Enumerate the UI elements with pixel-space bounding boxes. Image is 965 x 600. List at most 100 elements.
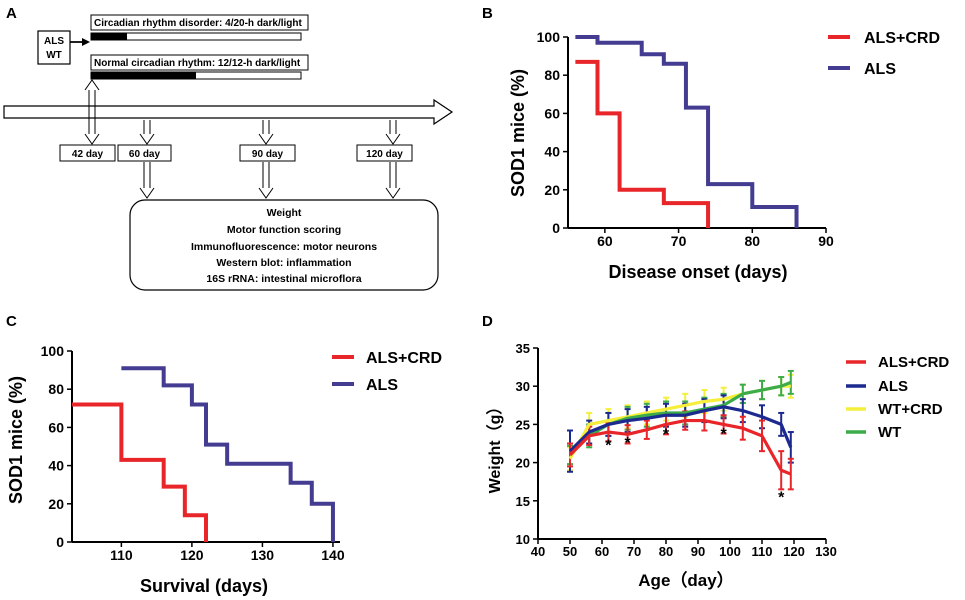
day120-box (356, 144, 413, 162)
chart-d-x-tick-label: 90 (691, 544, 705, 559)
chart-b-y-tick-label: 80 (544, 67, 560, 83)
legend-d-als-crd: ALS+CRD (878, 354, 949, 371)
chart-d-x-tick-label: 120 (783, 544, 805, 559)
outcome-western: Western blot: inflammation (216, 257, 351, 269)
chart-c-x-tick-label: 110 (110, 547, 133, 563)
normal-label: Normal circadian rhythm: 12/12-h dark/li… (94, 58, 301, 69)
day120-arrow-bottom (385, 162, 401, 199)
chart-d-significance-star: * (624, 435, 631, 452)
chart-d-x-tick-label: 110 (752, 544, 773, 559)
chart-c-series-1-line (121, 366, 335, 542)
chart-d-x-tick-label: 70 (627, 544, 641, 559)
legend-b-als: ALS (864, 61, 896, 78)
normal-label-box (90, 54, 309, 71)
chart-b-x-tick-label: 70 (671, 233, 687, 249)
day120-label: 120 day (366, 149, 403, 160)
chart-b-y-tick-label: 40 (544, 144, 560, 160)
panel-a-label: A (6, 5, 17, 22)
crd-dark-bar (91, 33, 127, 40)
chart-d-significance-star: * (605, 437, 612, 454)
chart-d-y-tick-label: 10 (516, 532, 530, 547)
chart-c-x-tick-label: 140 (321, 547, 345, 563)
chart-d-x-tick-label: 100 (719, 544, 741, 559)
group-label-als: ALS (44, 36, 64, 47)
day60-label: 60 day (129, 149, 161, 160)
chart-c-y-tick-label: 20 (48, 496, 64, 512)
panel-b-label: B (482, 5, 493, 22)
chart-d-series-0-line (568, 418, 792, 476)
day90-arrow-top (258, 120, 274, 145)
outcome-motor: Motor function scoring (227, 224, 341, 236)
chart-b-plot: 60 70 80 90 0 20 40 60 80 100 (537, 29, 834, 249)
chart-c-y-tick-label: 60 (48, 419, 64, 435)
timeline-arrow (3, 98, 454, 126)
legend-d-wt: WT (878, 424, 901, 441)
day60-arrow-bottom (139, 162, 155, 199)
chart-c-y-tick-label: 80 (48, 381, 64, 397)
outcome-immuno: Immunofluorescence: motor neurons (191, 241, 377, 253)
chart-d-x-tick-label: 50 (563, 544, 577, 559)
chart-c-x-tick-label: 130 (251, 547, 275, 563)
chart-c-series-0-line (72, 402, 208, 542)
chart-b-y-tick-label: 0 (552, 220, 560, 236)
chart-b-y-tick-label: 100 (537, 29, 561, 45)
chart-d-x-tick-label: 40 (531, 544, 545, 559)
chart-c-y-tick-label: 0 (56, 534, 64, 550)
chart-b-ylabel: SOD1 mice (%) (508, 69, 528, 197)
chart-b-y-tick-label: 60 (544, 105, 560, 121)
crd-label: Circadian rhythm disorder: 4/20-h dark/l… (94, 18, 302, 29)
normal-dark-bar (91, 72, 196, 79)
chart-b-series-1-line (575, 35, 799, 228)
chart-d-x-tick-label: 130 (815, 544, 837, 559)
group-label-wt: WT (46, 50, 62, 61)
day90-box (239, 144, 296, 162)
chart-d-significance-star: * (778, 489, 785, 506)
panel-b: B 60 70 80 90 0 20 40 60 80 100 SOD1 mice (%) Dis… (482, 5, 940, 282)
group-box (37, 30, 71, 65)
outcome-16s: 16S rRNA: intestinal microflora (206, 273, 361, 285)
day90-arrow-bottom (258, 162, 274, 199)
chart-d-y-tick-label: 20 (516, 456, 530, 471)
legend-b-als-crd: ALS+CRD (864, 30, 940, 47)
chart-d-y-tick-label: 15 (516, 494, 530, 509)
legend-d-als: ALS (878, 378, 908, 395)
chart-d-ylabel: Weight（g） (486, 399, 504, 494)
panel-d: D 40 50 60 70 80 90 100 110 120 130 10 15 20 25 30 35 * *… (482, 313, 949, 590)
day60-arrow-top (139, 120, 155, 145)
day60-box (117, 144, 172, 162)
legend-c-als-crd: ALS+CRD (366, 350, 442, 367)
legend-d-wt-crd: WT+CRD (878, 401, 943, 418)
chart-b-x-tick-label: 90 (818, 233, 834, 249)
chart-b-series-0-line (575, 59, 711, 228)
chart-d-significance-star: * (663, 427, 670, 444)
day120-arrow-top (385, 120, 401, 145)
chart-d-y-tick-label: 25 (516, 417, 530, 432)
chart-d-series-1-line (568, 405, 793, 453)
chart-d-y-tick-label: 35 (516, 341, 530, 356)
chart-d-significance-star: * (720, 426, 727, 443)
chart-b-y-tick-label: 20 (544, 182, 560, 198)
panel-a: A ALS WT Circadian rhythm disorder: 4/20… (3, 5, 454, 291)
chart-c-xlabel: Survival (days) (140, 576, 268, 596)
chart-b-x-tick-label: 80 (744, 233, 760, 249)
day42-label: 42 day (72, 149, 104, 160)
chart-c-ylabel: SOD1 mice (%) (6, 376, 26, 504)
chart-d-x-tick-label: 80 (659, 544, 673, 559)
crd-label-box (90, 14, 309, 31)
chart-d-series-3-line (568, 380, 792, 457)
panel-c-label: C (6, 313, 17, 330)
chart-c-y-tick-label: 100 (41, 343, 65, 359)
chart-c-plot: 110 120 130 140 0 20 40 60 80 100 (41, 343, 345, 563)
day42-box (59, 144, 116, 162)
panel-d-label: D (482, 313, 493, 330)
chart-d-plot: 40 50 60 70 80 90 100 110 120 130 10 15 20 25 30 35 * * * *… (516, 341, 837, 559)
chart-c-x-tick-label: 120 (180, 547, 204, 563)
outcomes-box (129, 199, 439, 291)
day42-arrow (84, 79, 100, 145)
chart-d-x-tick-label: 60 (595, 544, 609, 559)
chart-b-xlabel: Disease onset (days) (608, 262, 787, 282)
legend-c-als: ALS (366, 377, 398, 394)
outcome-weight: Weight (267, 207, 302, 219)
panel-c: C 110 120 130 140 0 20 40 60 80 100 SOD1 mice (%)… (6, 313, 442, 596)
